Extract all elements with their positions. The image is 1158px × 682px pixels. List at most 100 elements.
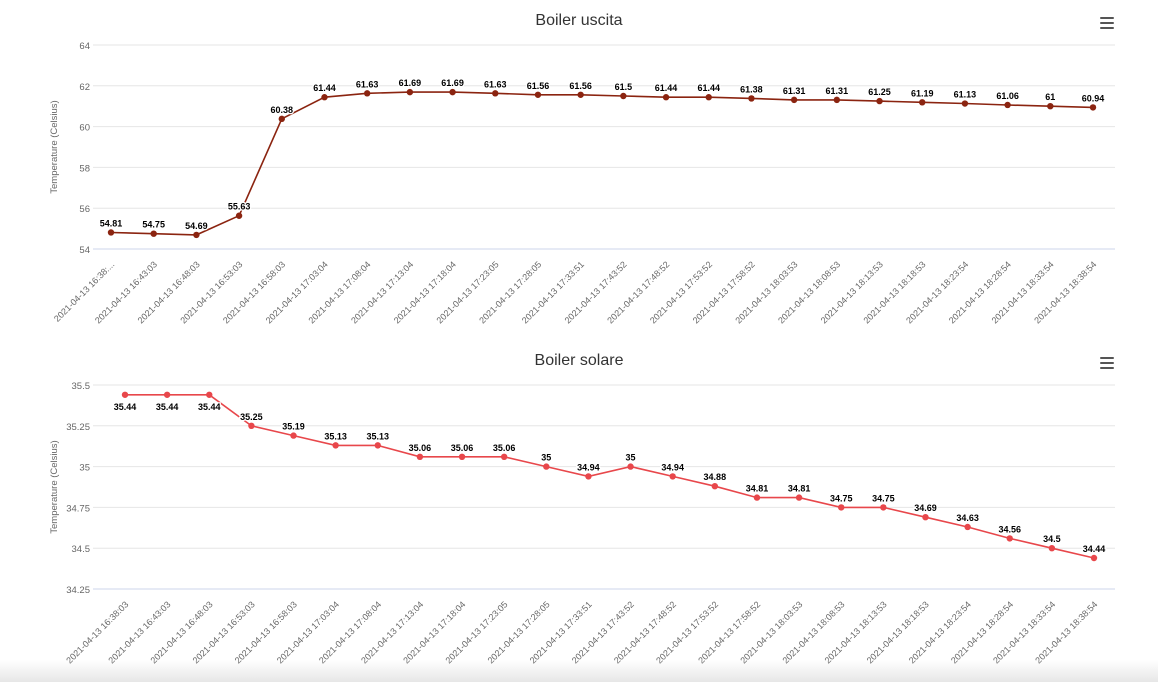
data-label: 61 [1045,92,1055,102]
data-point [669,473,676,480]
data-label: 34.44 [1083,544,1106,554]
data-label: 61.63 [484,79,507,89]
data-point [248,422,255,429]
data-point [627,463,634,470]
data-point [876,97,883,105]
data-label: 61.38 [740,84,763,94]
series-line [125,393,1095,559]
data-label: 35 [541,453,551,463]
data-label: 35.06 [451,443,474,453]
y-tick-label: 35.25 [66,422,90,433]
data-label: 35.13 [367,431,390,441]
y-tick-label: 54 [79,245,90,256]
data-point [1089,104,1097,111]
data-label: 54.81 [100,218,123,228]
data-point [363,90,371,97]
data-label: 35.13 [324,431,347,441]
y-tick-label: 64 [79,41,90,52]
y-tick-label: 34.25 [66,585,90,596]
data-label: 61.69 [441,78,464,88]
data-point [705,94,712,101]
data-point [790,96,798,104]
data-label: 34.69 [914,503,937,513]
data-point [492,90,499,97]
data-label: 61.44 [697,83,720,93]
data-label: 61.69 [399,78,422,88]
data-label: 61.44 [655,83,678,93]
chart-boiler-uscita: Boiler uscita 54 56 58 60 62 64 Temperature (C… [0,0,1158,340]
data-label: 61.56 [569,81,592,91]
data-label: 61.56 [527,81,550,91]
data-point [458,453,466,461]
y-tick-label: 35.5 [72,381,91,392]
data-label: 35.06 [493,443,516,453]
data-point [406,88,414,96]
data-point [753,494,761,501]
data-point [922,513,929,521]
data-point [374,442,381,449]
data-point [163,391,171,398]
y-tick-label: 60 [79,123,90,134]
data-point [1048,545,1056,552]
chart-boiler-solare: Boiler solare 34.25 34.5 34.75 35 35.25 35.5 T… [0,340,1158,680]
data-point [585,473,592,480]
hamburger-menu-icon[interactable] [1100,357,1114,369]
data-label: 34.75 [830,493,853,503]
data-label: 35.06 [409,443,432,453]
data-point [150,230,157,237]
data-point [964,523,971,531]
y-tick-label: 58 [79,163,90,174]
data-label: 55.63 [228,202,251,212]
data-label: 54.69 [185,221,208,231]
data-point [278,115,285,123]
data-point [107,229,115,236]
data-point [711,482,719,490]
y-tick-label: 62 [79,82,90,93]
data-point [332,442,339,449]
chart-plot-area: 34.25 34.5 34.75 35 35.25 35.5 Temperature (Ce… [49,381,1115,666]
data-point [1047,103,1054,110]
data-label: 34.88 [704,472,727,482]
data-point [543,463,550,470]
series-line [110,91,1094,236]
data-point [321,94,328,101]
data-label: 60.94 [1082,93,1105,103]
data-label: 34.56 [998,524,1021,534]
data-label: 61.19 [911,88,934,98]
data-label: 61.5 [615,82,633,92]
data-point [838,504,845,511]
data-label: 34.81 [788,484,811,494]
chart-title: Boiler solare [534,352,624,369]
data-label: 35.19 [282,422,305,432]
data-point [121,391,129,398]
data-point [795,494,803,501]
data-label: 61.31 [826,86,849,96]
data-point [206,391,213,398]
data-point [620,92,627,100]
data-label: 61.06 [996,91,1019,101]
data-point [880,504,887,511]
data-label: 35.44 [114,402,137,412]
data-label: 34.63 [956,513,979,523]
data-point [235,212,243,219]
y-axis-title: Temperature (Celsius) [49,100,60,193]
data-label: 35.25 [240,412,263,422]
data-label: 61.13 [954,90,977,100]
data-label: 61.63 [356,79,379,89]
data-point [919,99,926,106]
data-point [449,88,456,96]
data-label: 61.31 [783,86,806,96]
data-label: 34.81 [746,484,769,494]
data-label: 34.94 [577,462,600,472]
data-label: 35.44 [198,402,221,412]
data-label: 34.94 [661,462,684,472]
data-label: 35 [626,453,636,463]
data-label: 34.5 [1043,534,1061,544]
data-point [833,96,841,104]
data-label: 60.38 [271,105,294,115]
data-point [500,453,508,461]
hamburger-menu-icon[interactable] [1100,17,1114,29]
data-point [1006,535,1013,542]
data-point [748,95,755,102]
